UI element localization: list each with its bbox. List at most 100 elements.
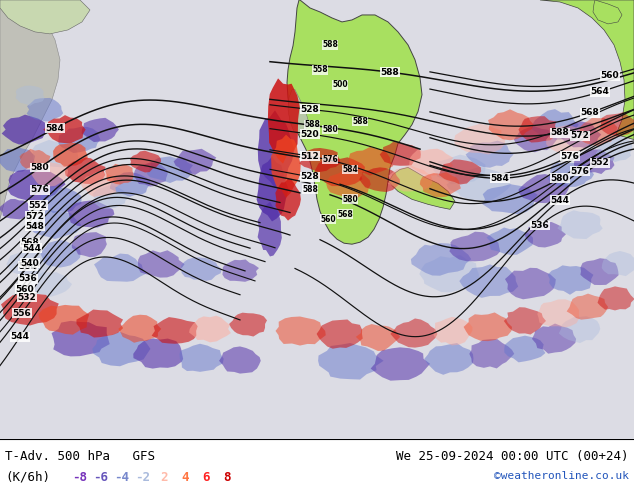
Polygon shape bbox=[130, 150, 161, 172]
Text: 576: 576 bbox=[322, 155, 338, 164]
Polygon shape bbox=[424, 343, 474, 375]
Polygon shape bbox=[450, 232, 500, 261]
Polygon shape bbox=[488, 109, 534, 140]
Polygon shape bbox=[28, 272, 72, 297]
Polygon shape bbox=[258, 110, 294, 188]
Text: -8: -8 bbox=[72, 471, 87, 484]
Text: 588: 588 bbox=[550, 128, 569, 137]
Text: 520: 520 bbox=[301, 129, 320, 139]
Polygon shape bbox=[93, 185, 130, 209]
Polygon shape bbox=[537, 299, 579, 327]
Polygon shape bbox=[600, 112, 634, 137]
Text: 576: 576 bbox=[560, 152, 579, 161]
Polygon shape bbox=[30, 209, 81, 239]
Text: 552: 552 bbox=[29, 201, 48, 210]
Polygon shape bbox=[2, 115, 48, 145]
Polygon shape bbox=[299, 148, 340, 172]
Polygon shape bbox=[567, 294, 608, 319]
Text: ©weatheronline.co.uk: ©weatheronline.co.uk bbox=[494, 471, 629, 481]
Polygon shape bbox=[39, 305, 89, 335]
Polygon shape bbox=[596, 137, 632, 162]
Polygon shape bbox=[94, 253, 146, 282]
Polygon shape bbox=[41, 187, 82, 213]
Text: 572: 572 bbox=[25, 212, 44, 220]
Polygon shape bbox=[578, 118, 618, 146]
Polygon shape bbox=[133, 338, 183, 368]
Polygon shape bbox=[105, 164, 134, 185]
Polygon shape bbox=[7, 168, 65, 202]
Polygon shape bbox=[349, 147, 393, 175]
Text: 580: 580 bbox=[30, 163, 49, 172]
Text: 560: 560 bbox=[16, 285, 34, 294]
Polygon shape bbox=[532, 323, 576, 354]
Text: 532: 532 bbox=[18, 293, 36, 301]
Polygon shape bbox=[275, 179, 301, 220]
Text: 544: 544 bbox=[22, 244, 41, 253]
Polygon shape bbox=[504, 336, 545, 363]
Polygon shape bbox=[181, 257, 222, 281]
Text: 536: 536 bbox=[18, 274, 37, 283]
Text: -6: -6 bbox=[93, 471, 108, 484]
Polygon shape bbox=[41, 240, 81, 268]
Polygon shape bbox=[446, 167, 512, 201]
Polygon shape bbox=[31, 162, 68, 187]
Polygon shape bbox=[388, 165, 432, 192]
Text: 540: 540 bbox=[21, 259, 39, 268]
Polygon shape bbox=[138, 250, 184, 278]
Polygon shape bbox=[391, 318, 437, 347]
Polygon shape bbox=[318, 343, 384, 380]
Polygon shape bbox=[0, 0, 60, 220]
Polygon shape bbox=[411, 243, 471, 276]
Polygon shape bbox=[559, 121, 601, 148]
Polygon shape bbox=[504, 307, 546, 335]
Polygon shape bbox=[316, 319, 363, 349]
Polygon shape bbox=[524, 222, 566, 247]
Text: 548: 548 bbox=[25, 222, 44, 231]
Polygon shape bbox=[152, 317, 198, 344]
Polygon shape bbox=[6, 251, 54, 277]
Text: 576: 576 bbox=[30, 185, 49, 194]
Text: 544: 544 bbox=[550, 196, 569, 204]
Text: 4: 4 bbox=[181, 471, 189, 484]
Polygon shape bbox=[371, 347, 430, 381]
Text: 544: 544 bbox=[11, 332, 30, 342]
Polygon shape bbox=[469, 339, 514, 368]
Text: 560: 560 bbox=[320, 215, 336, 224]
Polygon shape bbox=[314, 157, 365, 186]
Text: 580: 580 bbox=[322, 125, 338, 134]
Text: T-Adv. 500 hPa   GFS: T-Adv. 500 hPa GFS bbox=[5, 450, 155, 463]
Polygon shape bbox=[434, 317, 472, 345]
Text: 512: 512 bbox=[301, 152, 320, 161]
Polygon shape bbox=[16, 86, 44, 106]
Polygon shape bbox=[597, 286, 634, 311]
Polygon shape bbox=[559, 316, 600, 343]
Text: 528: 528 bbox=[301, 172, 320, 181]
Polygon shape bbox=[465, 141, 514, 168]
Polygon shape bbox=[189, 316, 231, 343]
Polygon shape bbox=[1, 294, 59, 325]
Polygon shape bbox=[486, 227, 533, 255]
Polygon shape bbox=[546, 125, 590, 154]
Text: 536: 536 bbox=[531, 221, 550, 230]
Polygon shape bbox=[482, 184, 538, 214]
Polygon shape bbox=[119, 315, 161, 343]
Polygon shape bbox=[557, 210, 603, 239]
Polygon shape bbox=[580, 258, 619, 285]
Polygon shape bbox=[460, 265, 518, 298]
Polygon shape bbox=[257, 156, 288, 221]
Text: We 25-09-2024 00:00 UTC (00+24): We 25-09-2024 00:00 UTC (00+24) bbox=[396, 450, 629, 463]
Polygon shape bbox=[602, 251, 634, 276]
Text: 528: 528 bbox=[301, 105, 320, 114]
Polygon shape bbox=[174, 149, 216, 175]
Text: 556: 556 bbox=[13, 309, 31, 318]
Polygon shape bbox=[409, 148, 453, 175]
Polygon shape bbox=[53, 143, 87, 167]
Polygon shape bbox=[327, 171, 371, 198]
Polygon shape bbox=[540, 0, 634, 140]
Polygon shape bbox=[271, 135, 301, 198]
Polygon shape bbox=[134, 163, 168, 187]
Polygon shape bbox=[531, 109, 579, 140]
Polygon shape bbox=[93, 332, 150, 366]
Polygon shape bbox=[288, 90, 308, 135]
Text: 584: 584 bbox=[491, 174, 510, 183]
